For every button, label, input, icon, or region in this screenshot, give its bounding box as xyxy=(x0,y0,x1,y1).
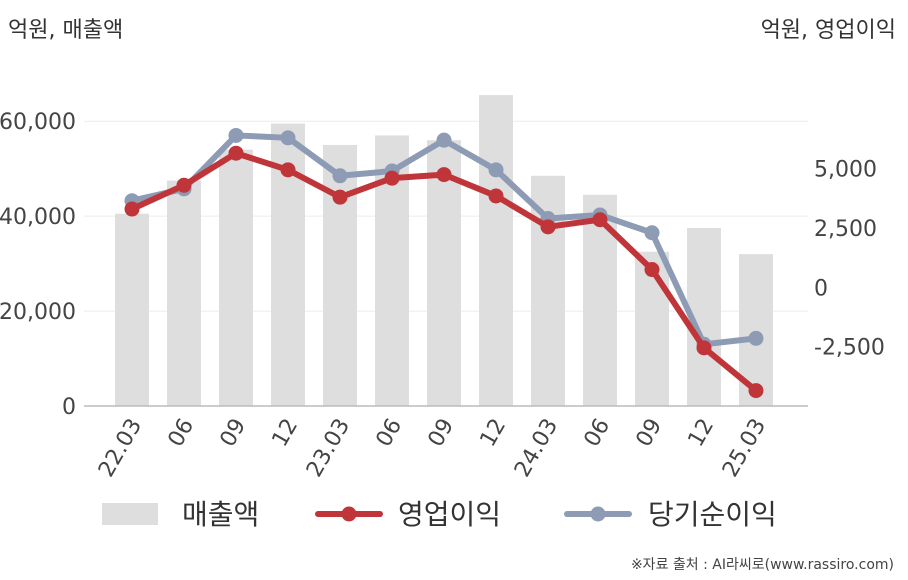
x-tick-label: 09 xyxy=(424,415,460,452)
source-note: ※자료 출처 : AI라씨로(www.rassiro.com) xyxy=(630,557,894,573)
right-tick-label: 0 xyxy=(814,276,828,301)
point-operating-profit xyxy=(124,201,140,217)
point-operating-profit xyxy=(696,340,712,356)
x-tick-label: 06 xyxy=(580,415,616,452)
point-operating-profit xyxy=(384,170,400,186)
point-net-income xyxy=(332,168,348,184)
x-tick-label: 12 xyxy=(684,415,720,452)
point-operating-profit xyxy=(228,145,244,161)
point-operating-profit xyxy=(644,262,660,278)
point-operating-profit xyxy=(748,383,764,399)
left-tick-label: 60,000 xyxy=(0,110,76,135)
legend-label: 영업이익 xyxy=(398,498,501,531)
point-operating-profit xyxy=(436,167,452,183)
x-tick-label: 12 xyxy=(268,415,304,452)
bar-8 xyxy=(479,95,513,407)
bar-11 xyxy=(635,251,669,406)
point-operating-profit xyxy=(176,177,192,193)
point-net-income xyxy=(644,225,660,241)
x-tick-label: 06 xyxy=(164,415,200,452)
bar-7 xyxy=(427,140,461,407)
left-tick-label: 0 xyxy=(62,395,76,420)
bar-5 xyxy=(323,144,357,406)
point-net-income xyxy=(488,162,504,178)
x-tick-label: 24.03 xyxy=(510,415,563,482)
left-axis-unit-label: 억원, 매출액 xyxy=(8,18,124,43)
point-net-income xyxy=(748,330,764,346)
legend-swatch-revenue xyxy=(102,503,158,525)
point-operating-profit xyxy=(488,188,504,204)
right-tick-label: 5,000 xyxy=(814,158,877,183)
point-net-income xyxy=(228,127,244,143)
bar-3 xyxy=(219,149,253,406)
right-tick-label: -2,500 xyxy=(814,336,885,361)
point-net-income xyxy=(436,132,452,148)
point-net-income xyxy=(280,130,296,146)
legend-swatch-marker xyxy=(590,506,606,522)
legend-label: 당기순이익 xyxy=(648,498,777,531)
right-tick-label: 2,500 xyxy=(814,217,877,242)
point-operating-profit xyxy=(540,219,556,235)
legend-swatch-marker xyxy=(341,506,357,522)
left-tick-label: 40,000 xyxy=(0,205,76,230)
x-tick-label: 25.03 xyxy=(718,415,771,482)
x-tick-label: 23.03 xyxy=(302,415,355,482)
point-operating-profit xyxy=(332,189,348,205)
x-tick-label: 09 xyxy=(216,415,252,452)
point-operating-profit xyxy=(280,162,296,178)
point-operating-profit xyxy=(592,212,608,228)
right-axis-unit-label: 억원, 영업이익 xyxy=(760,18,896,43)
x-tick-label: 09 xyxy=(632,415,668,452)
left-tick-label: 20,000 xyxy=(0,300,76,325)
x-tick-label: 06 xyxy=(372,415,408,452)
x-tick-label: 22.03 xyxy=(94,415,147,482)
bar-2 xyxy=(167,180,201,406)
x-tick-label: 12 xyxy=(476,415,512,452)
bar-1 xyxy=(115,213,149,406)
legend-label-revenue: 매출액 xyxy=(182,498,259,531)
